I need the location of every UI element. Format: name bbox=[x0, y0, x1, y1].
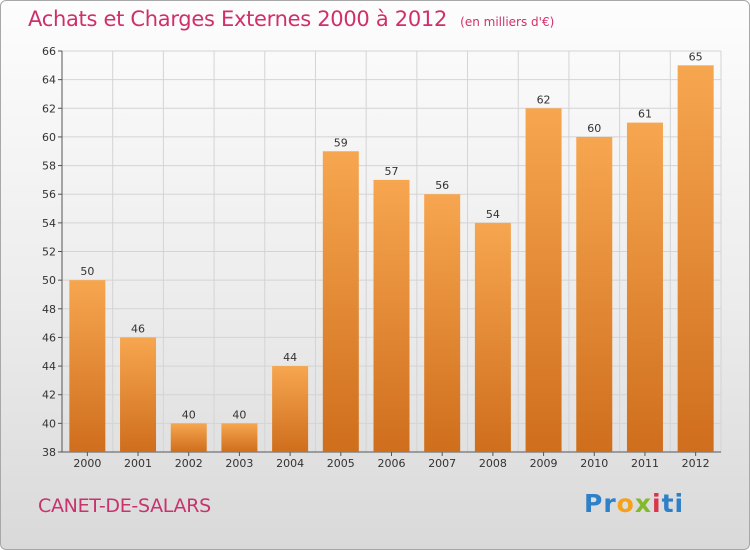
brand-letter: i bbox=[652, 489, 662, 518]
data-label: 65 bbox=[689, 50, 703, 63]
x-tick-label: 2005 bbox=[327, 457, 355, 470]
y-tick-label: 44 bbox=[42, 360, 56, 373]
bar-2001 bbox=[120, 337, 157, 452]
x-tick-label: 2012 bbox=[682, 457, 710, 470]
bar-2012 bbox=[677, 65, 714, 453]
brand-letter: P bbox=[584, 489, 604, 518]
x-tick-label: 2006 bbox=[378, 457, 406, 470]
brand-letter: x bbox=[634, 489, 652, 518]
data-label: 40 bbox=[232, 408, 246, 421]
bar-2011 bbox=[626, 122, 663, 452]
x-tick-label: 2011 bbox=[631, 457, 659, 470]
x-tick-label: 2009 bbox=[530, 457, 558, 470]
y-tick-label: 50 bbox=[42, 274, 56, 287]
x-tick-label: 2000 bbox=[73, 457, 101, 470]
bar-2008 bbox=[474, 222, 511, 452]
data-labels: 50 46 40 40 44 59 57 56 54 62 60 61 65 bbox=[80, 50, 702, 421]
data-label: 57 bbox=[385, 165, 399, 178]
chart-title: Achats et Charges Externes 2000 à 2012 bbox=[28, 7, 448, 31]
y-tick-label: 56 bbox=[42, 188, 56, 201]
bars bbox=[69, 65, 714, 453]
data-label: 56 bbox=[435, 179, 449, 192]
y-tick-label: 40 bbox=[42, 417, 56, 430]
data-label: 46 bbox=[131, 322, 145, 335]
bar-2006 bbox=[373, 179, 410, 452]
data-label: 60 bbox=[587, 122, 601, 135]
y-tick-label: 62 bbox=[42, 102, 56, 115]
data-label: 61 bbox=[638, 108, 652, 121]
x-tick-label: 2001 bbox=[124, 457, 152, 470]
y-tick-label: 54 bbox=[42, 217, 56, 230]
x-tick-label: 2008 bbox=[479, 457, 507, 470]
chart-unit: (en milliers d'€) bbox=[460, 15, 555, 29]
bar-2009 bbox=[525, 108, 562, 453]
brand-letter: ti bbox=[661, 489, 685, 518]
y-tick-label: 42 bbox=[42, 389, 56, 402]
bar-2010 bbox=[576, 136, 613, 452]
bar-2003 bbox=[221, 423, 258, 452]
y-tick-label: 58 bbox=[42, 160, 56, 173]
axes: 38 40 42 44 46 48 50 52 54 56 58 60 62 64 66 2000 2001 20… bbox=[42, 45, 721, 470]
data-label: 59 bbox=[334, 136, 348, 149]
data-label: 44 bbox=[283, 351, 297, 364]
y-tick-label: 60 bbox=[42, 131, 56, 144]
bar-2000 bbox=[69, 280, 106, 452]
x-tick-label: 2010 bbox=[580, 457, 608, 470]
proxiti-logo: Proxiti bbox=[584, 489, 684, 518]
bar-2005 bbox=[322, 151, 359, 452]
chart-title-block: Achats et Charges Externes 2000 à 2012 (… bbox=[28, 7, 554, 31]
y-tick-label: 66 bbox=[42, 45, 56, 58]
y-tick-label: 48 bbox=[42, 303, 56, 316]
brand-letter: o bbox=[616, 489, 635, 518]
data-label: 40 bbox=[182, 408, 196, 421]
data-label: 50 bbox=[80, 265, 94, 278]
y-tick-label: 52 bbox=[42, 246, 56, 259]
city-name: CANET-DE-SALARS bbox=[38, 495, 211, 517]
data-label: 62 bbox=[537, 93, 551, 106]
y-tick-label: 64 bbox=[42, 74, 56, 87]
brand-letter: r bbox=[603, 489, 617, 518]
x-tick-label: 2007 bbox=[428, 457, 456, 470]
bar-2007 bbox=[424, 194, 461, 452]
data-label: 54 bbox=[486, 208, 500, 221]
x-tick-label: 2003 bbox=[225, 457, 253, 470]
bar-2004 bbox=[272, 366, 309, 452]
y-tick-label: 38 bbox=[42, 446, 56, 459]
bar-2002 bbox=[170, 423, 207, 452]
x-tick-label: 2002 bbox=[175, 457, 203, 470]
y-tick-label: 46 bbox=[42, 331, 56, 344]
x-tick-label: 2004 bbox=[276, 457, 304, 470]
